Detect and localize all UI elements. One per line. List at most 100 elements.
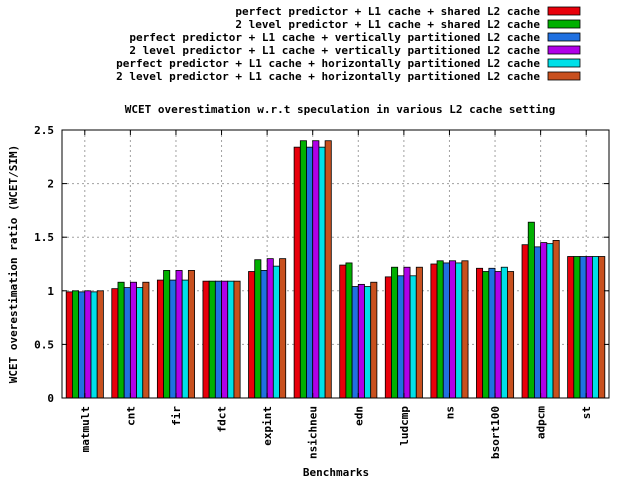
bar-group-fir — [156, 270, 195, 399]
bar — [461, 260, 469, 399]
bar — [208, 280, 216, 399]
bar — [540, 242, 548, 399]
legend-swatch — [547, 32, 581, 42]
bar — [552, 240, 560, 399]
bar — [272, 265, 280, 399]
bar — [397, 275, 405, 399]
bar — [279, 258, 287, 399]
legend: perfect predictor + L1 cache + shared L2… — [116, 5, 581, 83]
legend-label: perfect predictor + L1 cache + horizonta… — [116, 57, 540, 70]
bar — [345, 262, 353, 399]
bar — [111, 288, 119, 399]
bar — [507, 271, 515, 399]
x-tick-label: fdct — [216, 406, 229, 433]
x-tick-label: ns — [443, 406, 456, 419]
bar-group-adpcm — [521, 221, 560, 399]
x-tick-label: fir — [170, 406, 183, 426]
bar-group-fdct — [202, 280, 241, 399]
y-axis-label: WCET overestimation ratio (WCET/SIM) — [7, 145, 20, 383]
bar — [430, 263, 438, 399]
bar — [248, 271, 256, 399]
bar — [449, 260, 457, 399]
y-tick-label: 0 — [47, 392, 54, 405]
bar-group-edn — [339, 262, 378, 399]
bar-group-cnt — [111, 281, 150, 399]
bar — [318, 146, 326, 399]
legend-label: 2 level predictor + L1 cache + horizonta… — [116, 70, 540, 83]
x-tick-label: st — [580, 406, 593, 419]
bar — [233, 280, 241, 399]
legend-swatch — [547, 58, 581, 68]
bar-group-matmult — [65, 290, 104, 399]
y-tick-label: 1.5 — [34, 231, 54, 244]
x-axis: matmult cnt fir fdct expint nsichneu edn ludcmp… — [79, 130, 593, 459]
bar — [384, 276, 392, 399]
bar — [494, 271, 502, 399]
bar — [299, 140, 307, 399]
bar — [442, 262, 450, 399]
legend-label: 2 level predictor + L1 cache + verticall… — [129, 44, 540, 57]
bar — [351, 286, 359, 399]
bar — [482, 271, 490, 399]
bar — [163, 270, 171, 399]
x-axis-label: Benchmarks — [303, 466, 369, 479]
bar — [573, 256, 581, 399]
x-tick-label: ludcmp — [398, 406, 411, 446]
bar — [585, 256, 593, 399]
bar — [567, 256, 575, 399]
legend-label: 2 level predictor + L1 cache + shared L2… — [235, 18, 540, 31]
x-tick-label: cnt — [124, 406, 137, 426]
legend-label: perfect predictor + L1 cache + shared L2… — [235, 5, 540, 18]
legend-swatch — [547, 19, 581, 29]
legend-item: perfect predictor + L1 cache + verticall… — [129, 31, 581, 44]
bar-group-bsort100 — [476, 266, 515, 399]
y-tick-label: 2.5 — [34, 124, 54, 137]
y-tick-label: 1 — [47, 285, 54, 298]
bar — [96, 290, 104, 399]
bar — [415, 266, 423, 399]
legend-item: perfect predictor + L1 cache + shared L2… — [235, 5, 581, 18]
bar — [324, 140, 332, 399]
y-tick-label: 2 — [47, 178, 54, 191]
bar — [488, 267, 496, 399]
bar — [214, 280, 222, 399]
bar — [78, 291, 86, 399]
x-tick-label: expint — [261, 406, 274, 446]
y-tick-label: 0.5 — [34, 338, 54, 351]
bar — [293, 146, 301, 399]
bar — [339, 264, 347, 399]
legend-swatch — [547, 45, 581, 55]
bar — [500, 266, 508, 399]
bar — [90, 291, 98, 399]
bar — [455, 262, 463, 399]
grid — [62, 130, 609, 398]
bar — [65, 291, 73, 399]
bar — [129, 281, 137, 399]
bar-group-st — [567, 256, 606, 399]
x-tick-label: nsichneu — [307, 406, 320, 459]
plot-frame — [61, 129, 610, 399]
bar — [123, 287, 131, 399]
bar — [169, 279, 177, 399]
bar — [71, 290, 79, 399]
x-tick-label: bsort100 — [489, 406, 502, 459]
bar — [181, 279, 189, 399]
bars — [65, 140, 606, 399]
bar — [306, 146, 314, 399]
x-tick-label: matmult — [79, 406, 92, 452]
bar — [312, 140, 320, 399]
bar-group-nsichneu — [293, 140, 332, 399]
bar — [266, 258, 274, 399]
bar — [254, 259, 262, 399]
bar — [364, 286, 372, 399]
bar — [136, 287, 144, 399]
legend-item: 2 level predictor + L1 cache + shared L2… — [235, 18, 581, 31]
bar — [403, 266, 411, 399]
bar — [175, 270, 183, 399]
bar — [84, 290, 92, 399]
x-tick-label: adpcm — [535, 406, 548, 439]
bar — [260, 270, 268, 399]
bar — [142, 281, 150, 399]
legend-label: perfect predictor + L1 cache + verticall… — [129, 31, 540, 44]
